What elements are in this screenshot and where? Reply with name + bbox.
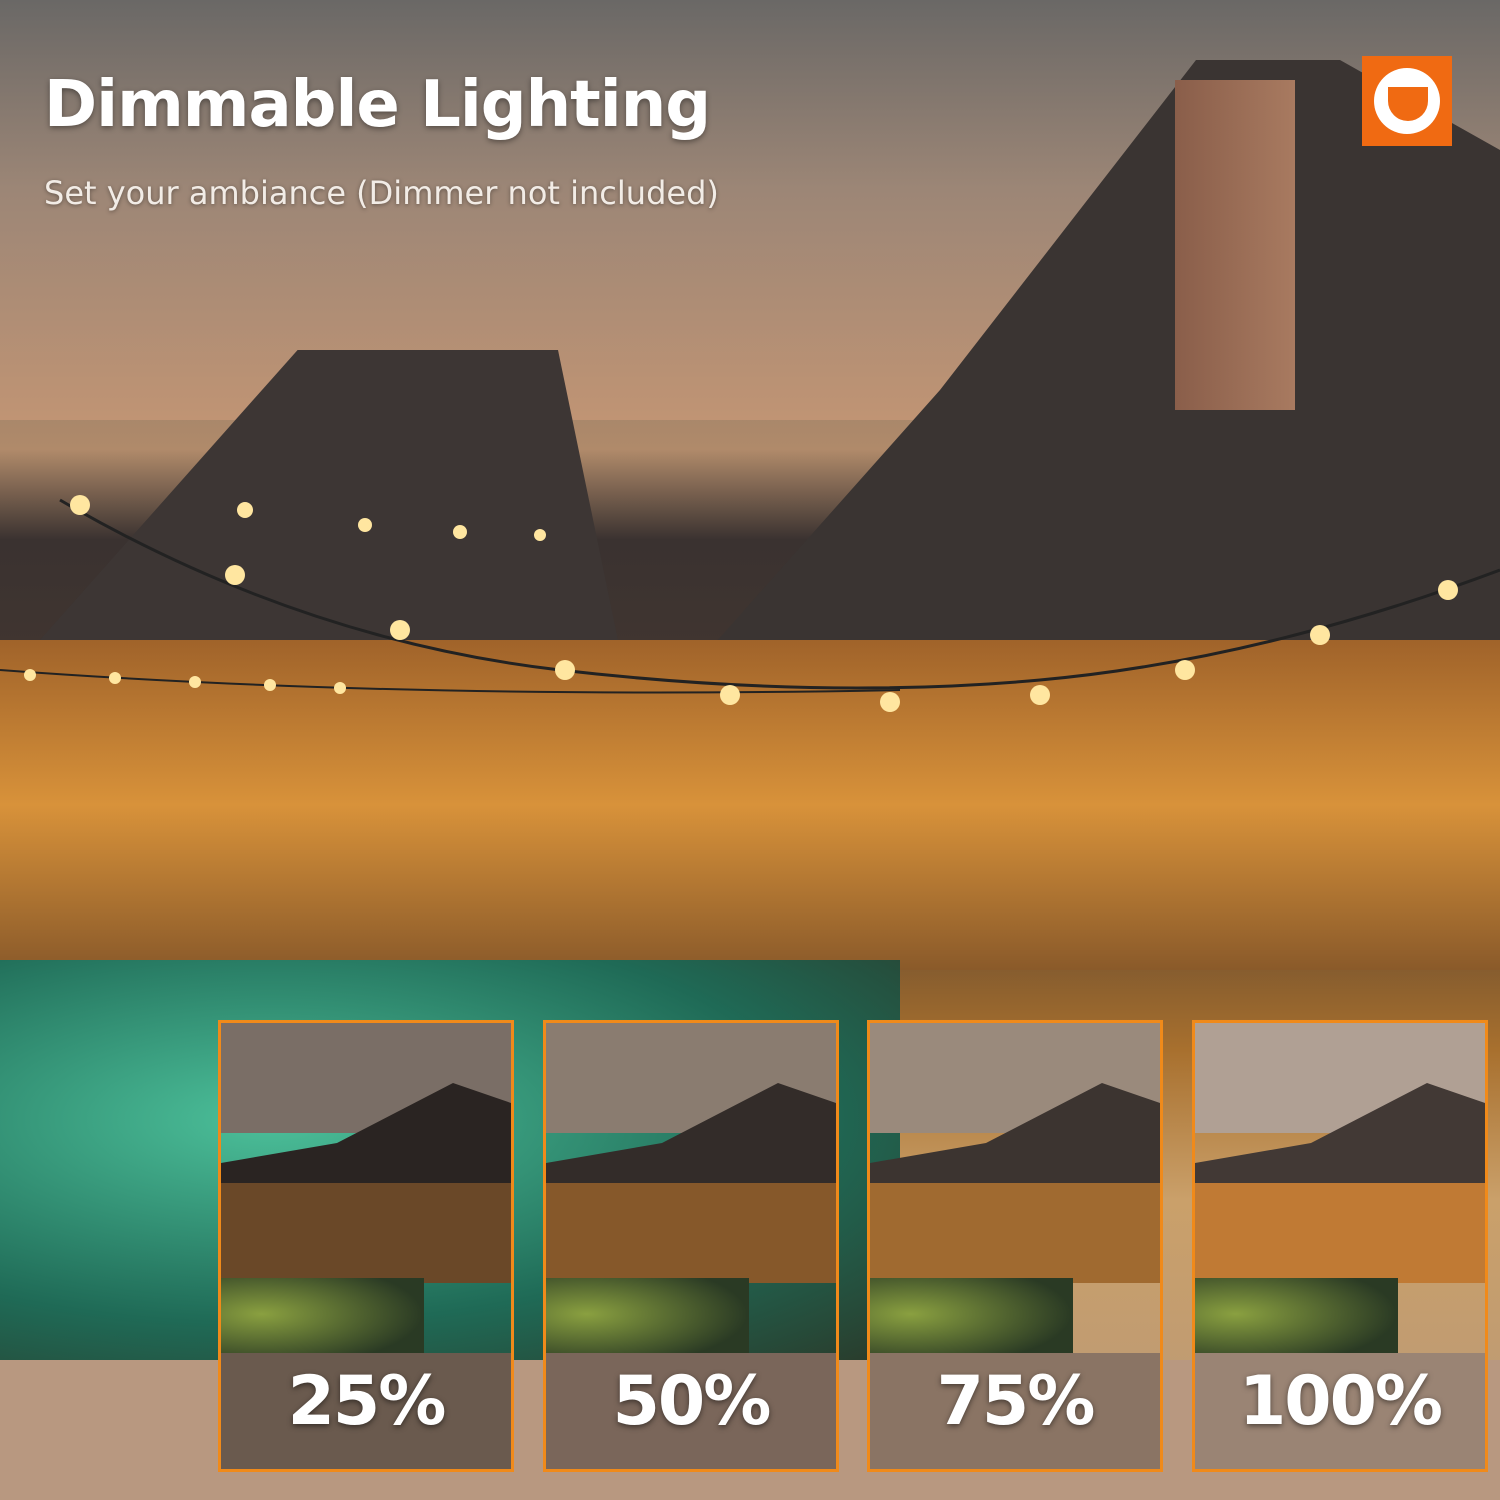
brightness-label: 25% (287, 1362, 447, 1441)
brightness-label: 100% (1238, 1362, 1443, 1441)
page-title: Dimmable Lighting (44, 68, 711, 142)
brightness-panel-50: 50% (543, 1020, 839, 1472)
string-lights (0, 495, 1500, 712)
brightness-panel-25: 25% (218, 1020, 514, 1472)
brightness-label: 50% (612, 1362, 772, 1441)
chimney (1175, 80, 1295, 410)
brightness-panel-75: 75% (867, 1020, 1163, 1472)
brightness-panel-100: 100% (1192, 1020, 1488, 1472)
brightness-label: 75% (936, 1362, 1096, 1441)
page-subtitle: Set your ambiance (Dimmer not included) (44, 174, 719, 212)
house-brick-wall (0, 640, 1500, 970)
brand-logo-icon (1362, 56, 1452, 146)
